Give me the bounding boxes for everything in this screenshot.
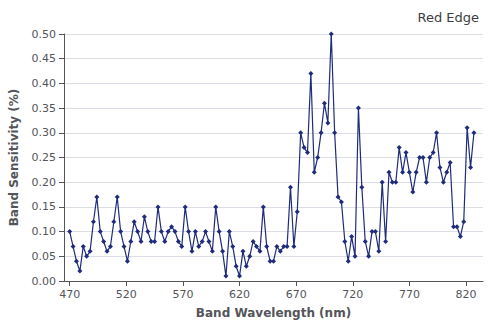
svg-text:0.25: 0.25	[32, 151, 57, 164]
svg-text:520: 520	[116, 288, 137, 301]
svg-text:470: 470	[59, 288, 80, 301]
svg-text:0.35: 0.35	[32, 102, 57, 115]
svg-text:Band Sensitivity (%): Band Sensitivity (%)	[7, 89, 21, 227]
svg-text:0.05: 0.05	[32, 250, 57, 263]
svg-text:0.30: 0.30	[32, 126, 57, 139]
svg-text:0.20: 0.20	[32, 176, 57, 189]
svg-text:0.50: 0.50	[32, 28, 57, 41]
svg-text:0.15: 0.15	[32, 200, 57, 213]
svg-text:0.00: 0.00	[32, 275, 57, 288]
svg-text:670: 670	[286, 288, 307, 301]
svg-text:Band Wavelength (nm): Band Wavelength (nm)	[196, 306, 351, 320]
svg-text:770: 770	[399, 288, 420, 301]
svg-text:720: 720	[342, 288, 363, 301]
svg-text:Red Edge: Red Edge	[417, 10, 479, 25]
svg-text:0.10: 0.10	[32, 225, 57, 238]
svg-text:0.40: 0.40	[32, 77, 57, 90]
svg-text:620: 620	[229, 288, 250, 301]
svg-text:820: 820	[456, 288, 477, 301]
svg-text:0.45: 0.45	[32, 52, 57, 65]
svg-text:570: 570	[172, 288, 193, 301]
